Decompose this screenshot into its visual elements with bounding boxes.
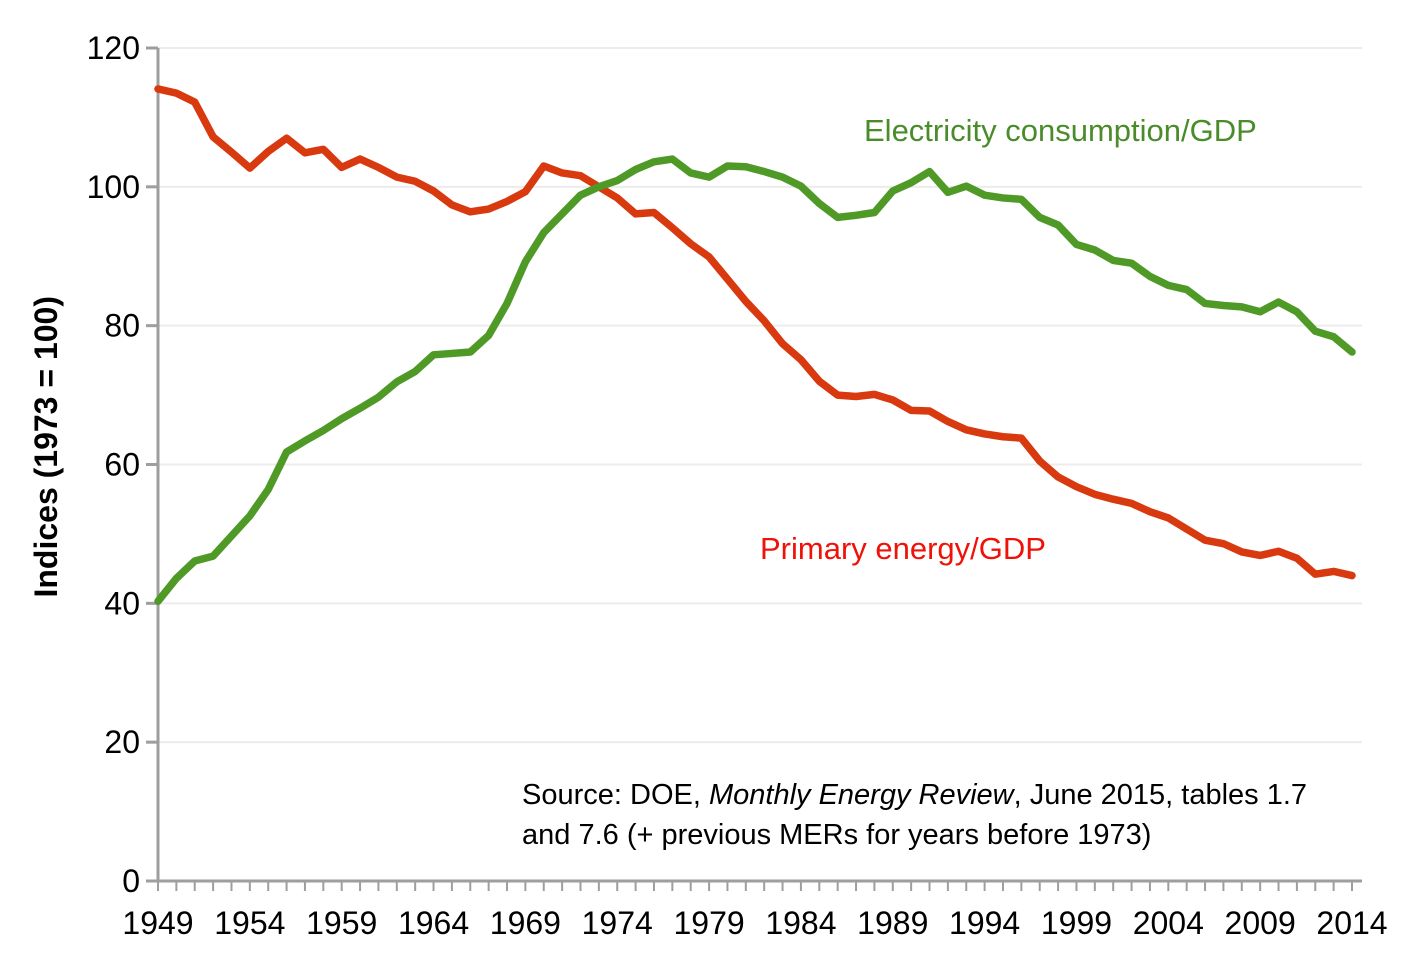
x-tick-label: 2009 [1225,905,1296,941]
x-tick-label: 1994 [949,905,1020,941]
x-tick-label: 1989 [857,905,928,941]
x-tick-label: 2004 [1133,905,1204,941]
x-tick-label: 2014 [1316,905,1387,941]
source-note-italic-title: Monthly Energy Review [708,779,1014,811]
x-tick-label: 1979 [673,905,744,941]
series-line-electricity-consumption-gdp [154,155,1356,606]
source-note-suffix: , June 2015, tables 1.7 [1013,779,1308,811]
y-tick-label: 40 [104,585,140,621]
source-note-prefix: Source: DOE, [522,779,709,811]
x-tick-label: 1999 [1041,905,1112,941]
y-tick-label: 20 [104,724,140,760]
x-tick-label: 1969 [490,905,561,941]
y-tick-label: 120 [87,30,140,66]
source-note-line2: and 7.6 (+ previous MERs for years befor… [522,819,1152,851]
y-axis-title: Indices (1973 = 100) [28,296,64,598]
series-label-primary-energy: Primary energy/GDP [760,531,1046,566]
x-tick-label: 1984 [765,905,836,941]
x-tick-label: 1974 [582,905,653,941]
series-line-primary-energy-gdp [154,85,1356,580]
y-tick-label: 60 [104,447,140,483]
x-tick-label: 1964 [398,905,469,941]
x-tick-label: 1949 [122,905,193,941]
y-tick-label: 0 [122,863,140,899]
y-tick-label: 80 [104,308,140,344]
x-tick-label: 1954 [214,905,285,941]
series-label-electricity: Electricity consumption/GDP [864,113,1257,148]
source-note-line1: Source: DOE, Monthly Energy Review, June… [522,775,1307,815]
x-tick-label: 1959 [306,905,377,941]
source-note: Source: DOE, Monthly Energy Review, June… [522,775,1307,855]
y-tick-label: 100 [87,169,140,205]
